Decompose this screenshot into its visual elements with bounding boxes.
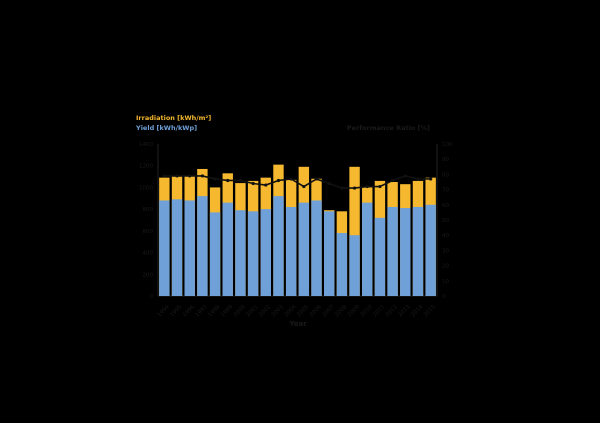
performance-ratio-point (188, 174, 192, 178)
yield-bar (400, 208, 411, 296)
left-axis-tick-labels: 0 200 400 600 800 1000 1200 1400 (139, 142, 154, 300)
right-axis-tick-label: 10 (442, 279, 449, 285)
yield-bar (298, 202, 310, 296)
performance-ratio-point (429, 177, 433, 181)
yield-bar (387, 206, 398, 296)
performance-ratio-point (391, 178, 395, 183)
performance-ratio-point (340, 186, 344, 190)
yield-bar (349, 235, 360, 296)
performance-ratio-point (378, 184, 382, 189)
performance-ratio-point (327, 181, 331, 186)
right-axis-label: Performance Ratio [%] (347, 124, 430, 132)
right-axis-tick-label: 30 (442, 248, 449, 254)
yield-bar (260, 209, 271, 296)
right-axis-tick-label: 20 (442, 264, 449, 270)
yield-bar (374, 217, 386, 296)
yield-bar (425, 204, 436, 296)
performance-ratio-point (213, 177, 217, 181)
yield-bar (197, 196, 208, 296)
performance-ratio-point (289, 177, 293, 181)
right-axis-tick-label: 50 (442, 218, 449, 224)
yield-bar (412, 206, 424, 296)
right-axis-tick-labels: 0 10 20 30 40 50 60 70 80 90 100 (442, 142, 453, 300)
yield-bar (171, 199, 183, 296)
yield-bar (209, 212, 221, 296)
performance-ratio-point (226, 178, 230, 183)
x-axis-label: Year (288, 320, 307, 328)
left-axis-tick-label: 600 (143, 229, 154, 235)
performance-ratio-point (238, 178, 243, 183)
performance-ratio-point (365, 184, 369, 189)
performance-ratio-point (200, 174, 204, 178)
left-axis-tick-label: 400 (143, 251, 154, 257)
performance-ratio-point (251, 181, 255, 186)
yield-bars (159, 196, 436, 296)
performance-ratio-point (314, 177, 319, 181)
left-axis-tick-label: 1200 (139, 164, 153, 170)
yield-bar (324, 211, 335, 296)
yield-bar (336, 233, 348, 296)
yield-bar (184, 200, 195, 296)
right-axis-tick-label: 100 (442, 142, 453, 148)
performance-ratio-point (302, 184, 306, 189)
performance-ratio-point (162, 174, 166, 178)
left-axis-tick-label: 1000 (139, 185, 153, 191)
legend-irradiation-label: Irradiation [kWh/m²] (136, 114, 211, 122)
legend-yield-label: Yield [kWh/kWp] (135, 124, 197, 132)
yield-bar (235, 210, 246, 296)
performance-ratio-line (162, 174, 433, 190)
yield-bar (247, 211, 259, 296)
performance-ratio-polyline (164, 175, 431, 189)
yield-bar (362, 202, 373, 296)
irradiation-bar (349, 166, 360, 296)
yield-bar (285, 206, 297, 296)
right-axis-tick-label: 0 (442, 294, 446, 300)
left-axis-tick-label: 0 (150, 294, 154, 300)
performance-ratio-point (403, 174, 407, 178)
yield-bar (273, 196, 284, 296)
performance-ratio-point (416, 177, 420, 181)
right-axis-tick-label: 80 (442, 172, 449, 178)
left-axis-tick-label: 200 (143, 272, 154, 278)
left-axis-tick-label: 1400 (139, 142, 153, 148)
performance-ratio-point (175, 174, 179, 178)
yield-bar (222, 202, 233, 296)
right-axis-tick-label: 60 (442, 203, 449, 209)
yield-bar (159, 200, 170, 296)
right-axis-tick-label: 70 (442, 188, 449, 194)
performance-ratio-point (352, 186, 357, 190)
right-axis-tick-label: 40 (442, 233, 449, 239)
yield-bar (311, 200, 322, 296)
left-axis-tick-label: 800 (143, 207, 154, 213)
performance-ratio-point (264, 183, 268, 187)
right-axis-tick-label: 90 (442, 157, 449, 163)
performance-ratio-point (276, 178, 281, 183)
